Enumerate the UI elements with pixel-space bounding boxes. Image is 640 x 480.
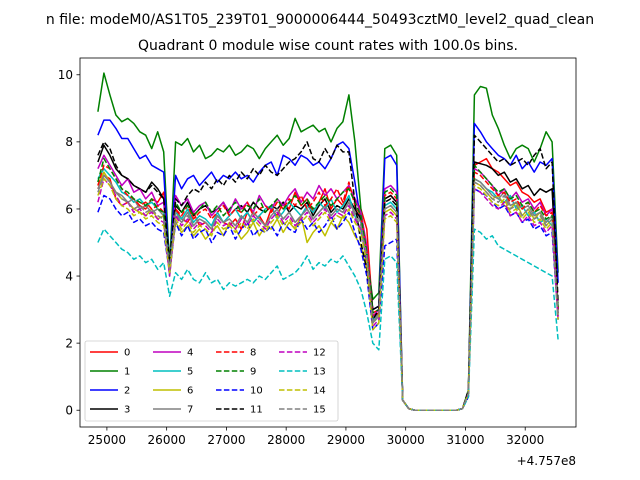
y-tick-label: 8 [65,135,73,149]
x-tick-label: 31000 [446,433,484,447]
legend-label-9: 9 [250,367,256,378]
x-tick-label: 29000 [327,433,365,447]
series-line-2 [97,119,559,411]
legend-label-0: 0 [124,348,130,359]
legend-label-11: 11 [250,405,263,416]
series-line-13 [97,228,559,411]
legend-label-10: 10 [250,386,263,397]
chart-title: Quadrant 0 module wise count rates with … [138,38,518,54]
x-tick-label: 32000 [506,433,544,447]
x-tick-label: 27000 [207,433,245,447]
legend-label-2: 2 [124,386,130,397]
series-layer [97,72,559,411]
y-tick-label: 2 [65,336,73,350]
legend-label-12: 12 [313,348,326,359]
series-line-1 [97,72,559,411]
series-line-11 [97,134,559,411]
x-tick-label: 26000 [148,433,186,447]
y-tick-label: 10 [58,68,73,82]
plot-area-frame [79,57,577,428]
x-axis-offset-label: +4.757e8 [517,454,576,468]
figure-suptitle: n file: modeM0/AS1T05_239T01_9000006444_… [46,12,594,28]
legend-label-1: 1 [124,367,130,378]
legend-label-4: 4 [187,348,193,359]
y-tick-label: 4 [65,269,73,283]
series-line-14 [97,178,559,411]
legend-label-5: 5 [187,367,193,378]
y-tick-label: 6 [65,202,73,216]
series-line-15 [97,174,559,411]
legend-label-6: 6 [187,386,193,397]
series-line-8 [97,164,559,411]
legend-label-14: 14 [313,386,326,397]
x-tick-label: 25000 [88,433,126,447]
legend-label-3: 3 [124,405,130,416]
legend-label-8: 8 [250,348,256,359]
legend-frame [84,340,339,422]
x-tick-label: 30000 [387,433,425,447]
legend-label-13: 13 [313,367,326,378]
axes-layer: 25000 26000 27000 28000 29000 30000 31000 32000… [58,68,545,447]
legend-label-15: 15 [313,405,326,416]
y-tick-label: 0 [65,404,73,418]
legend-label-7: 7 [187,405,193,416]
x-tick-label: 28000 [267,433,305,447]
